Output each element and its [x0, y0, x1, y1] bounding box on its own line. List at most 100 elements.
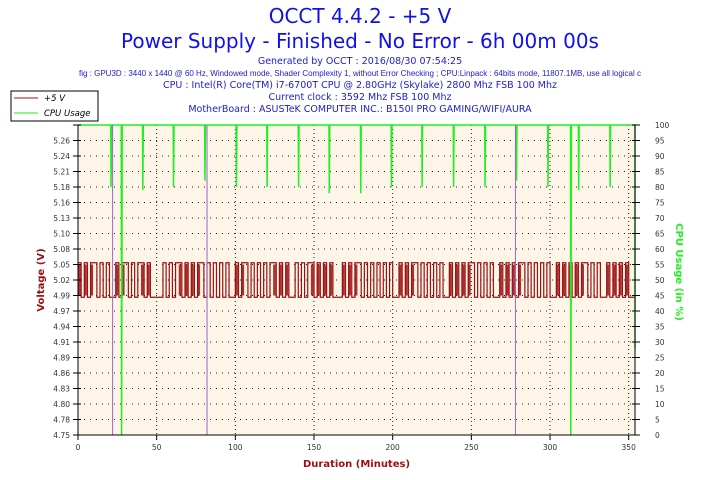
y-tick-label: 5.10 — [53, 230, 70, 239]
info-cpu: CPU : Intel(R) Core(TM) i7-6700T CPU @ 2… — [162, 80, 558, 91]
legend-label-voltage: +5 V — [44, 94, 66, 104]
voltage-toggle-band — [273, 264, 276, 296]
voltage-toggle-band — [505, 264, 509, 296]
y-tick-label: 4.99 — [53, 292, 70, 301]
voltage-toggle-band — [197, 264, 201, 296]
voltage-toggle-band — [612, 264, 616, 296]
legend-label-cpu: CPU Usage — [44, 109, 90, 119]
y2-tick-label: 80 — [655, 183, 665, 192]
y2-tick-label: 0 — [655, 431, 660, 440]
y-tick-label: 4.80 — [53, 400, 70, 409]
y-tick-label: 5.21 — [53, 168, 70, 177]
y-tick-label: 4.86 — [53, 369, 70, 378]
voltage-toggle-band — [606, 264, 610, 296]
x-tick-label: 0 — [76, 443, 81, 452]
info-config: fig : GPU3D : 3440 x 1440 @ 60 Hz, Windo… — [78, 69, 642, 78]
voltage-toggle-band — [625, 264, 629, 296]
legend-box — [10, 90, 99, 122]
y-tick-label: 4.75 — [53, 431, 70, 440]
voltage-toggle-band — [184, 264, 188, 296]
voltage-toggle-band — [398, 264, 402, 296]
voltage-toggle-band — [562, 264, 566, 296]
voltage-toggle-band — [241, 264, 245, 296]
y-tick-label: 4.91 — [53, 338, 70, 347]
chart-title: OCCT 4.4.2 - +5 V — [268, 4, 452, 28]
voltage-toggle-band — [310, 264, 314, 296]
x-tick-label: 150 — [307, 443, 322, 452]
y2-tick-label: 30 — [655, 338, 665, 347]
y-tick-label: 5.18 — [53, 183, 70, 192]
voltage-toggle-band — [235, 264, 238, 296]
y-tick-label: 4.83 — [53, 385, 70, 394]
voltage-toggle-band — [84, 264, 87, 296]
x-tick-label: 100 — [228, 443, 243, 452]
y2-tick-label: 25 — [655, 354, 665, 363]
voltage-toggle-band — [122, 264, 125, 296]
voltage-toggle-band — [581, 264, 585, 296]
y2-tick-label: 90 — [655, 152, 665, 161]
y2-tick-label: 70 — [655, 214, 665, 223]
voltage-toggle-band — [512, 264, 515, 296]
x-tick-label: 350 — [622, 443, 637, 452]
y-tick-label: 5.13 — [53, 214, 70, 223]
voltage-toggle-band — [455, 264, 459, 296]
info-clock: Current clock : 3592 Mhz FSB 100 Mhz — [268, 92, 452, 103]
y-axis-label: Voltage (V) — [36, 248, 47, 311]
voltage-toggle-band — [499, 264, 503, 296]
x-tick-label: 300 — [543, 443, 558, 452]
voltage-toggle-band — [468, 264, 471, 296]
voltage-toggle-band — [279, 264, 282, 296]
voltage-toggle-band — [342, 264, 345, 296]
y2-tick-label: 85 — [655, 168, 665, 177]
y-tick-label: 5.05 — [53, 261, 70, 270]
y2-tick-label: 15 — [655, 385, 665, 394]
x-axis-label: Duration (Minutes) — [303, 459, 410, 470]
voltage-toggle-band — [323, 264, 326, 296]
y-tick-label: 5.16 — [53, 199, 70, 208]
y-tick-label: 4.78 — [53, 416, 70, 425]
y-tick-label: 5.26 — [53, 137, 70, 146]
voltage-toggle-band — [90, 264, 94, 296]
y2-tick-label: 65 — [655, 230, 665, 239]
y-tick-label: 5.02 — [53, 276, 70, 285]
voltage-toggle-band — [317, 264, 320, 296]
y2-tick-label: 10 — [655, 400, 665, 409]
y-tick-label: 4.89 — [53, 354, 70, 363]
y2-tick-label: 75 — [655, 199, 665, 208]
y2-axis-label: CPU Usage (in %) — [673, 223, 684, 321]
voltage-toggle-band — [411, 264, 415, 296]
y2-tick-label: 100 — [655, 121, 670, 130]
voltage-toggle-band — [461, 264, 465, 296]
voltage-toggle-band — [449, 264, 452, 296]
voltage-toggle-band — [115, 264, 119, 296]
voltage-toggle-band — [518, 264, 522, 296]
x-tick-label: 50 — [152, 443, 162, 452]
voltage-toggle-band — [191, 264, 194, 296]
chart-subtitle: Power Supply - Finished - No Error - 6h … — [121, 29, 599, 53]
series-voltage-line — [78, 262, 635, 298]
x-tick-label: 200 — [386, 443, 401, 452]
voltage-toggle-band — [575, 264, 578, 296]
voltage-toggle-band — [354, 264, 358, 296]
y-tick-label: 5.24 — [53, 152, 70, 161]
y2-tick-label: 45 — [655, 292, 665, 301]
voltage-toggle-band — [140, 264, 144, 296]
y2-tick-label: 50 — [655, 276, 665, 285]
y2-tick-label: 95 — [655, 137, 665, 146]
voltage-toggle-band — [285, 264, 289, 296]
voltage-toggle-band — [405, 264, 408, 296]
voltage-toggle-band — [556, 264, 559, 296]
voltage-toggle-band — [178, 264, 182, 296]
info-generated: Generated by OCCT : 2016/08/30 07:54:25 — [257, 56, 463, 67]
voltage-toggle-band — [348, 264, 352, 296]
voltage-toggle-band — [329, 264, 333, 296]
info-motherboard: MotherBoard : ASUSTeK COMPUTER INC.: B15… — [188, 104, 532, 115]
voltage-toggle-band — [619, 264, 622, 296]
y-tick-label: 4.97 — [53, 307, 70, 316]
x-tick-label: 250 — [464, 443, 479, 452]
y2-tick-label: 5 — [655, 416, 660, 425]
y2-tick-label: 20 — [655, 369, 665, 378]
y2-tick-label: 55 — [655, 261, 665, 270]
y2-tick-label: 60 — [655, 245, 665, 254]
